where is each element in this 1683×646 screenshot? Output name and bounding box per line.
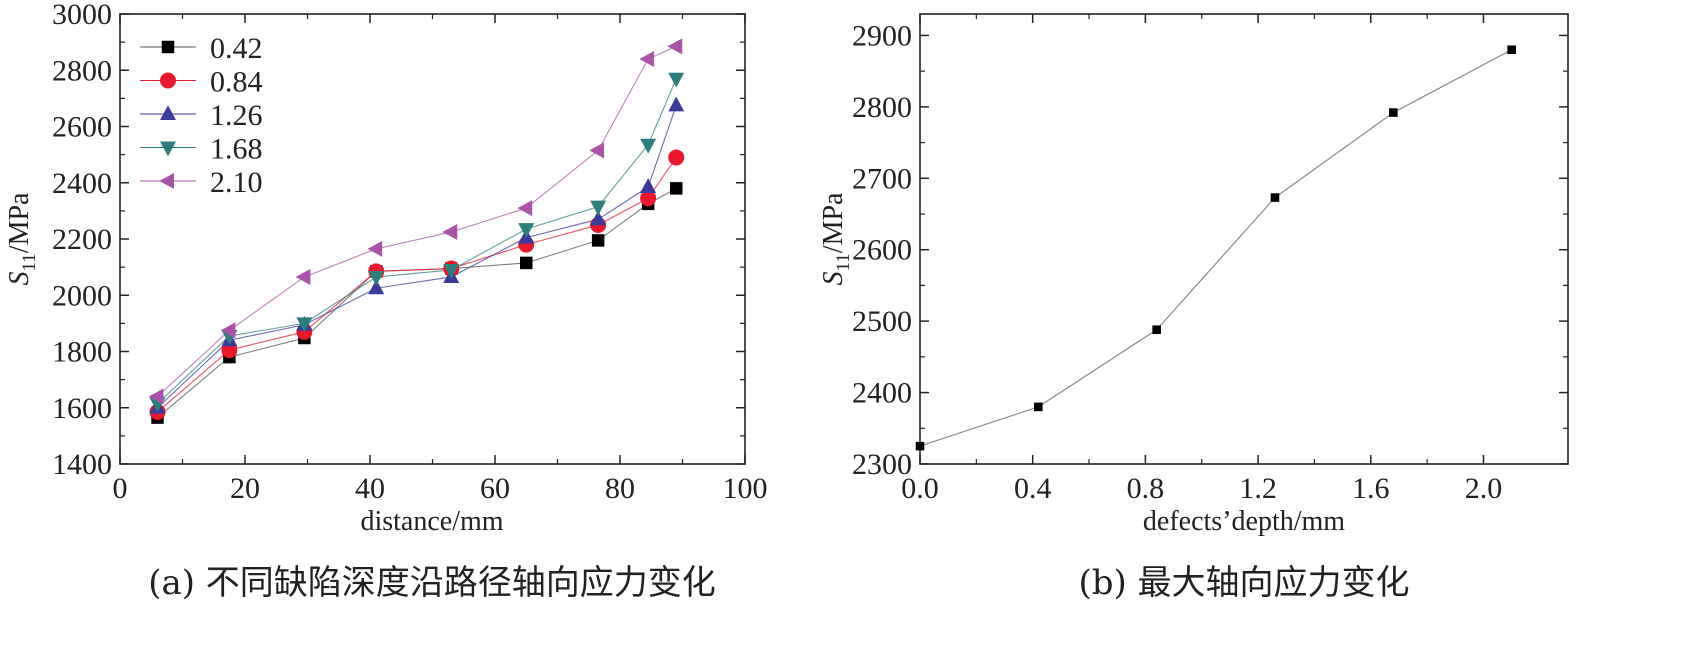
chart-a-legend-label: 0.42	[210, 32, 263, 65]
chart-a-y-tick-label: 2400	[52, 167, 112, 200]
chart-a-data-point	[520, 256, 533, 270]
chart-a-y-axis-unit: /MPa	[4, 192, 35, 253]
chart-a-x-tick-label: 100	[723, 472, 768, 505]
chart-a-data-point	[443, 263, 460, 279]
chart-a-x-tick-label: 40	[355, 472, 385, 505]
chart-a-data-point	[640, 190, 657, 207]
chart-b-x-tick-label: 1.2	[1239, 472, 1277, 505]
chart-b-y-tick-label: 2500	[852, 305, 912, 338]
chart-a-data-point	[591, 234, 605, 247]
chart-a-legend-marker	[160, 141, 176, 157]
chart-a-y-tick-label: 1800	[52, 336, 112, 369]
chart-b-x-tick-label: 2.0	[1465, 472, 1503, 505]
chart-b-x-tick-label: 0.8	[1127, 472, 1165, 505]
chart-b-y-tick-label: 2600	[852, 234, 912, 267]
chart-a-data-point	[640, 178, 657, 193]
chart-b-y-axis-symbol: S	[818, 271, 849, 285]
chart-a-y-tick-label: 3000	[52, 0, 112, 31]
chart-a-data-point	[518, 223, 535, 238]
chart-a-data-point	[517, 200, 533, 217]
chart-a-data-point	[367, 240, 383, 257]
chart-b-y-tick-label: 2700	[852, 162, 912, 195]
chart-b-frame	[919, 13, 1569, 465]
chart-a-x-tick-label: 80	[605, 472, 635, 505]
chart-b-x-tick-label: 0.4	[1014, 472, 1052, 505]
chart-a-legend-marker	[160, 72, 176, 89]
chart-b-y-axis-unit: /MPa	[818, 192, 849, 253]
chart-b-y-tick-label: 2300	[852, 448, 912, 481]
chart-a-data-point	[668, 72, 685, 88]
chart-a-legend-marker	[160, 105, 176, 120]
chart-b-x-axis-title: defects’depth/mm	[1143, 506, 1345, 537]
chart-a-caption: (a) 不同缺陷深度沿路径轴向应力变化	[148, 563, 716, 603]
chart-b-y-axis-title: S11/MPa	[818, 192, 854, 286]
chart-a-data-point	[148, 388, 164, 405]
chart-b: 0.0 0.4 0.8 1.2 1.6 2.0 2300 2400 2500 2600 2700 28…	[818, 13, 1569, 603]
chart-a-data-point	[667, 38, 683, 55]
chart-b-data-point	[1034, 402, 1043, 412]
chart-a-y-axis-title: S11/MPa	[4, 192, 40, 286]
chart-a-y-tick-label: 1600	[52, 392, 112, 425]
chart-a-legend-label: 1.68	[210, 133, 263, 166]
chart-a-legend-marker	[161, 40, 175, 54]
chart-a-legend-label: 1.26	[210, 99, 263, 132]
chart-a-data-point	[668, 96, 685, 112]
chart-b-data-point	[1152, 325, 1161, 335]
chart-a-y-axis-subscript: 11	[19, 253, 40, 271]
chart-a-y-tick-label: 2000	[52, 279, 112, 312]
chart-b-caption: (b) 最大轴向应力变化	[1078, 563, 1409, 603]
chart-a-axes: 0 20 40 60 80 100 1400 1600 1800 2000 2200 2400 2600…	[52, 0, 768, 505]
chart-a-data-point	[670, 182, 683, 195]
chart-a-data-point	[590, 200, 607, 216]
chart-b-y-tick-label: 2400	[852, 377, 912, 410]
chart-a-data-point	[590, 210, 607, 226]
chart-a-legend-label: 2.10	[210, 166, 263, 199]
chart-a: 0 20 40 60 80 100 1400 1600 1800 2000 2200 2400 2600…	[4, 0, 768, 603]
chart-a-x-tick-label: 60	[480, 472, 510, 505]
chart-b-series-line-0	[919, 49, 1512, 447]
chart-b-y-axis-subscript: 11	[833, 253, 854, 271]
chart-a-legend-label: 0.84	[210, 66, 263, 99]
chart-b-y-tick-label: 2800	[852, 91, 912, 124]
chart-b-data-point	[915, 441, 925, 451]
chart-a-data-point	[220, 322, 236, 339]
chart-a-y-tick-label: 2800	[52, 54, 112, 87]
chart-a-data-point	[368, 279, 385, 295]
chart-a-y-tick-label: 2200	[52, 223, 112, 256]
chart-a-data-point	[296, 317, 313, 333]
chart-b-x-tick-label: 0.0	[901, 472, 939, 505]
chart-a-x-tick-label: 0	[113, 472, 128, 505]
chart-a-y-axis-symbol: S	[4, 271, 35, 285]
chart-a-x-axis-title: distance/mm	[360, 506, 503, 537]
chart-a-data-point	[640, 138, 657, 154]
chart-a-legend: 0.420.841.261.682.10	[140, 32, 263, 199]
chart-a-data-point	[368, 270, 385, 286]
chart-a-data-point	[589, 142, 605, 159]
chart-a-data-point	[442, 223, 458, 240]
chart-b-data-point	[1389, 108, 1398, 117]
chart-a-data-point	[295, 268, 311, 285]
chart-a-y-tick-label: 2600	[52, 111, 112, 144]
chart-a-data-point	[639, 51, 655, 67]
chart-b-markers	[915, 45, 1516, 451]
chart-b-data-point	[1507, 45, 1516, 55]
chart-a-markers	[148, 38, 685, 424]
chart-b-lines	[919, 49, 1512, 447]
chart-a-data-point	[668, 149, 685, 166]
chart-a-x-tick-label: 20	[230, 472, 260, 505]
chart-b-data-point	[1270, 193, 1280, 202]
chart-a-legend-marker	[159, 173, 174, 189]
chart-b-y-tick-label: 2900	[852, 19, 912, 52]
chart-b-axes: 0.0 0.4 0.8 1.2 1.6 2.0 2300 2400 2500 2600 2700 28…	[852, 14, 1568, 505]
chart-a-y-tick-label: 1400	[52, 448, 112, 481]
chart-b-x-tick-label: 1.6	[1352, 472, 1390, 505]
